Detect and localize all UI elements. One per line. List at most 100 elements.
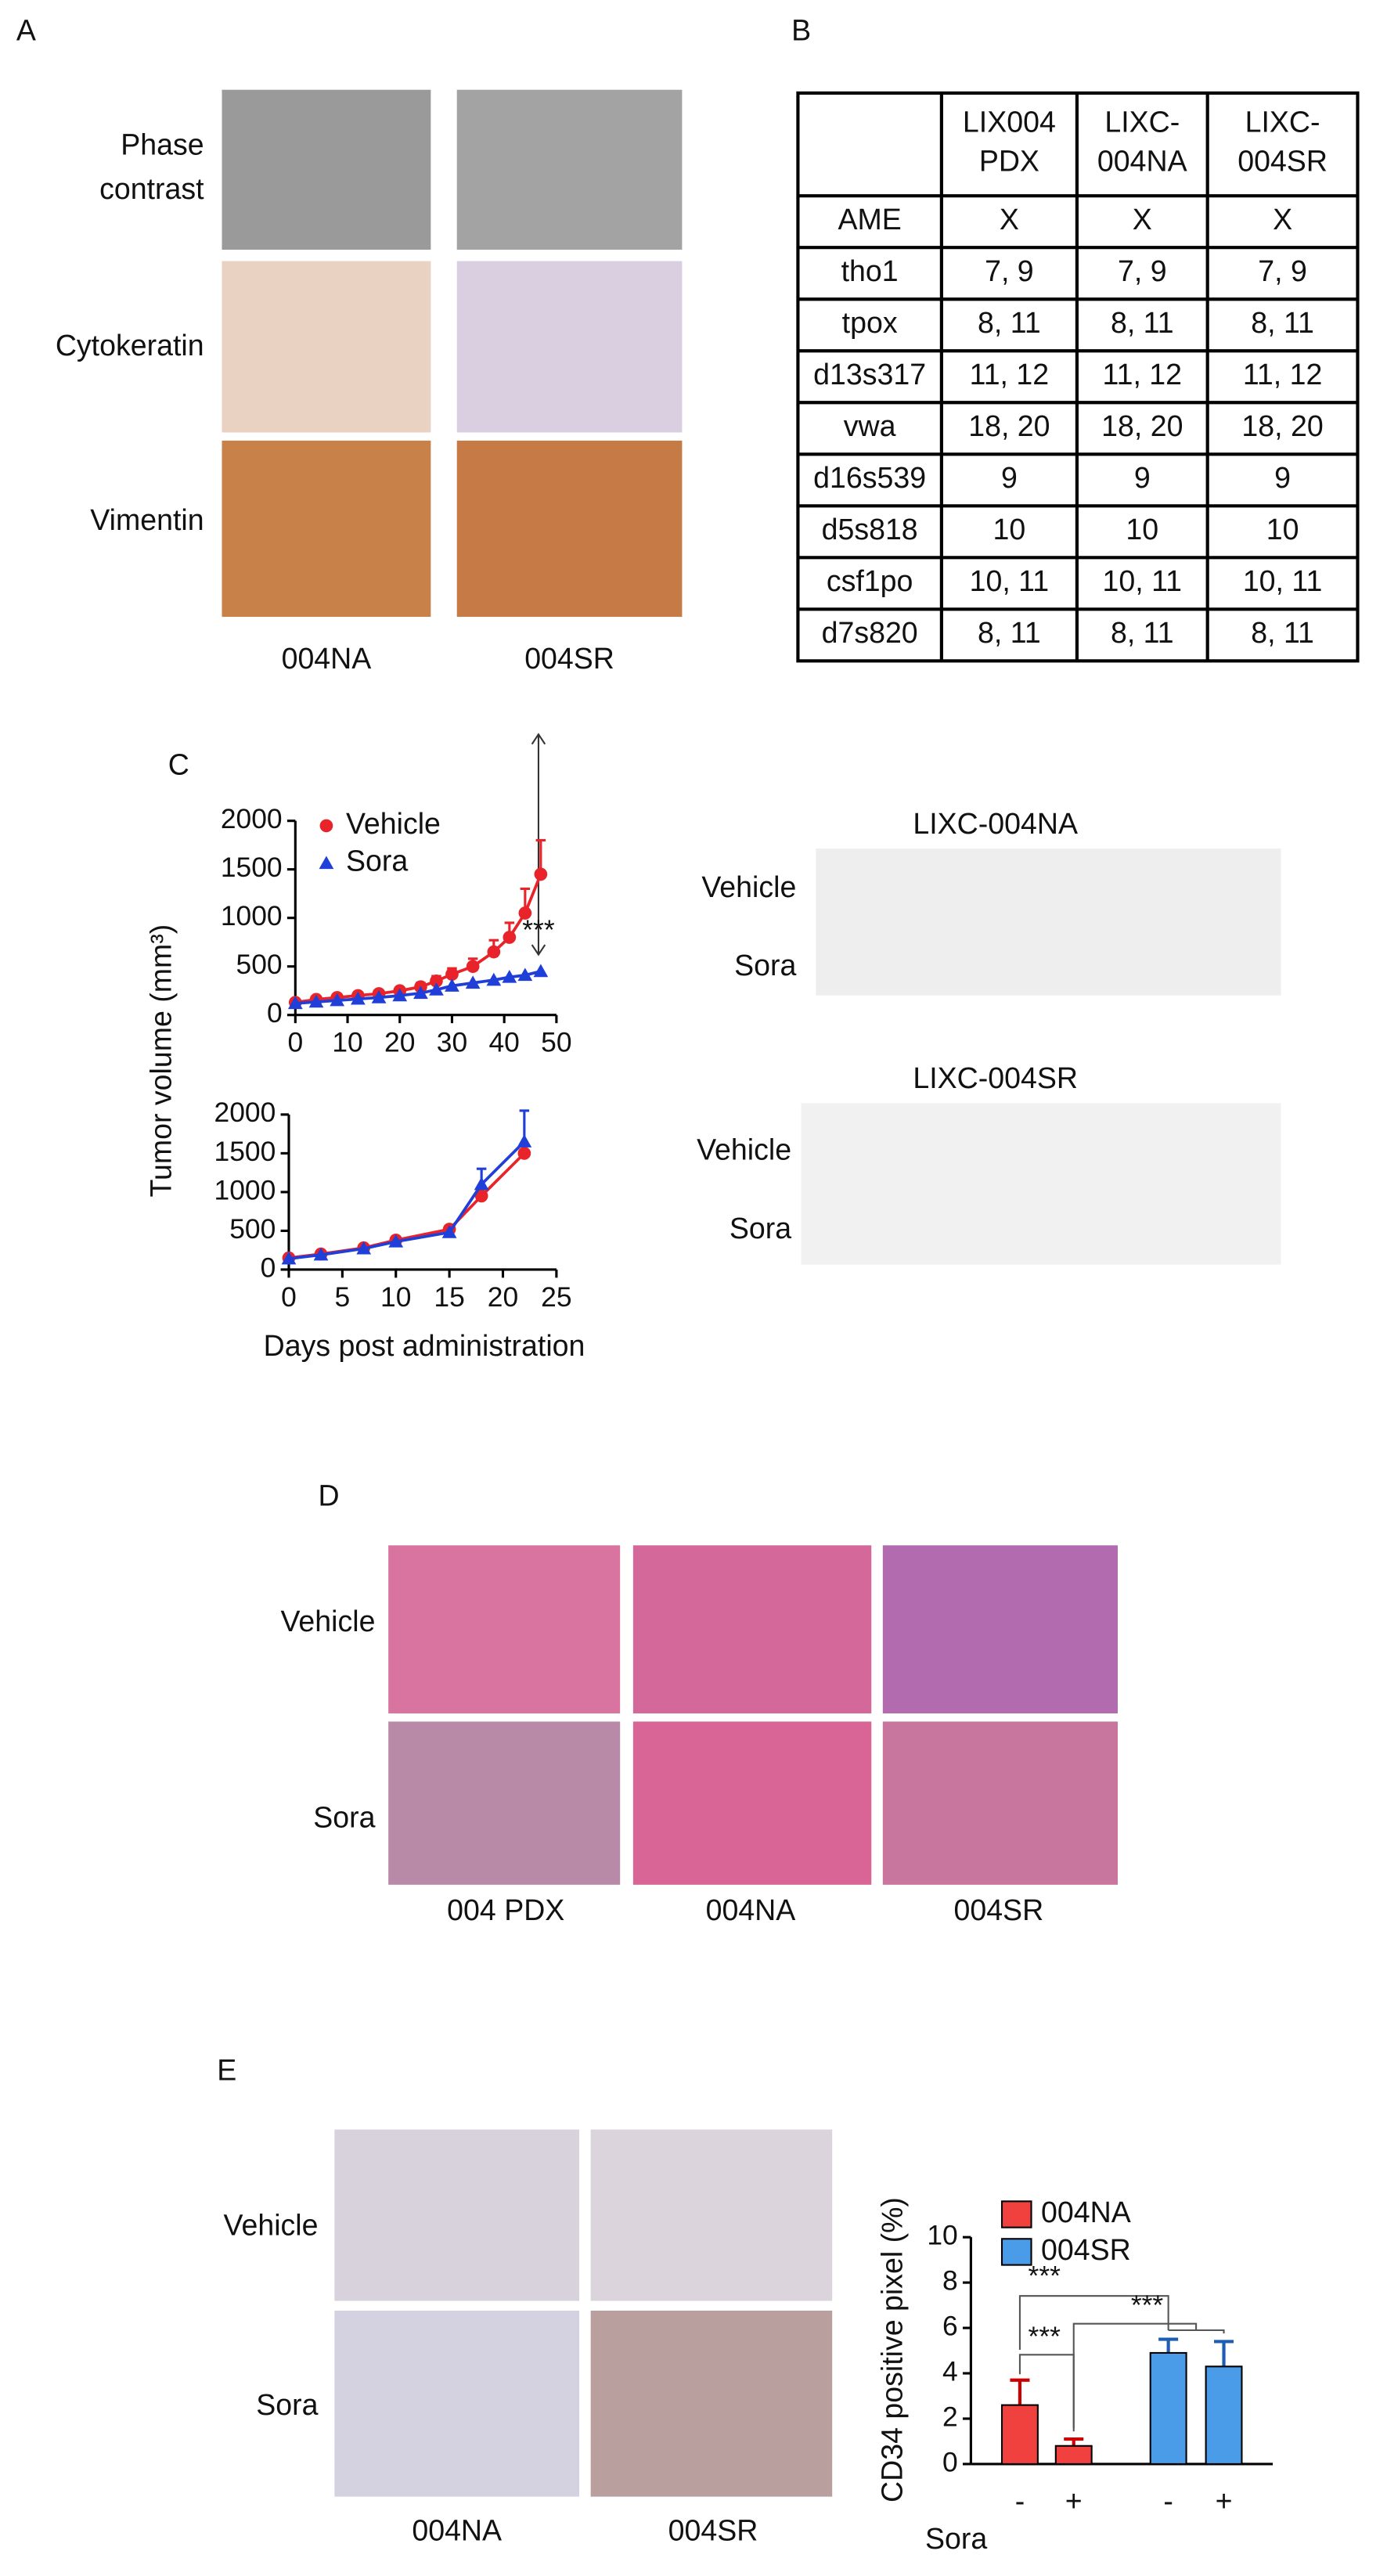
table-cell: d13s317 [813,358,926,391]
y-tick-label: 1000 [214,1174,276,1205]
table-cell: 7, 9 [1258,254,1307,287]
table-cell: 8, 11 [978,306,1041,339]
table-header: LIXC- [1104,105,1180,138]
bar [1000,2404,1039,2465]
column-label: 004SR [953,1893,1043,1926]
data-point [474,1176,489,1191]
photo [222,89,431,250]
x-tick-label: - [1015,2484,1025,2517]
column-label: 004SR [524,642,614,675]
annotation: *** [1131,2290,1164,2321]
row-label: Vehicle [280,1605,375,1637]
photo-title: LIXC-004NA [913,807,1078,840]
data-point [371,990,387,1003]
bracket [1072,2322,1225,2432]
error-bar [1158,2337,1179,2353]
data-point [313,1247,329,1261]
legend-label: Vehicle [346,807,441,840]
photo [801,1103,1281,1265]
table-cell: tpox [842,306,898,339]
table-cell: 7, 9 [985,254,1034,287]
photo [334,2310,580,2497]
y-axis-label: CD34 positive pixel (%) [875,2197,908,2502]
x-tick-label: 20 [488,1281,518,1313]
y-tick-label: 500 [236,949,283,980]
x-axis-label: Days post administration [264,1329,585,1362]
x-tick-label: 5 [335,1281,351,1313]
photo [590,2310,833,2497]
table-header: PDX [979,144,1039,177]
data-point [287,996,303,1010]
data-point [533,964,549,978]
table-cell: X [1133,203,1152,236]
significance-arrow [531,733,546,957]
y-tick-label: 1000 [221,900,283,931]
data-point [465,975,481,989]
legend-swatch [1000,2238,1032,2266]
x-tick-label: + [1065,2484,1083,2517]
x-tick-label: 0 [287,1027,303,1058]
photo [882,1721,1119,1885]
row-label: Cytokeratin [56,329,204,362]
x-tick-label: + [1216,2484,1233,2517]
legend-marker [319,856,334,870]
data-point [534,867,548,881]
x-tick-label: 25 [541,1281,571,1313]
y-tick-label: 1500 [221,852,283,883]
x-tick-label: 15 [434,1281,464,1313]
photo [632,1545,872,1713]
y-tick-label: 1500 [214,1136,276,1167]
table-header: LIX004 [963,105,1056,138]
error-bar [1064,2437,1084,2446]
bar [1149,2351,1187,2465]
table-cell: 18, 20 [968,409,1050,442]
data-point [517,1134,532,1147]
legend-label: 004SR [1041,2233,1131,2266]
data-point [429,982,444,996]
y-tick-label: 6 [942,2310,958,2341]
panel-d-photos [388,1545,1119,1885]
photo [222,440,431,618]
table-cell: 10, 11 [1243,564,1323,597]
bar [1054,2444,1093,2465]
row-label: Vimentin [90,503,204,536]
table-cell: 10 [1266,513,1299,546]
data-point [518,906,532,920]
legend-label: Sora [346,845,408,877]
table-cell: 8, 11 [1111,306,1174,339]
table-cell: 18, 20 [1241,409,1323,442]
x-tick-label: 0 [281,1281,297,1313]
x-axis-label: Sora [925,2522,987,2555]
panel-label: B [791,14,811,47]
data-point [466,960,480,974]
row-label: Sora [734,949,796,982]
data-point [308,994,324,1008]
table-cell: 7, 9 [1118,254,1167,287]
table-cell: d5s818 [822,513,918,546]
data-point [392,988,408,1002]
row-label: Vehicle [697,1133,791,1166]
data-point [445,967,459,981]
table-cell: 10, 11 [1103,564,1183,597]
y-axis-label: Tumor volume (mm³) [144,924,177,1198]
photo [456,261,683,433]
panel-a-photos [222,89,683,618]
column-label: 004SR [668,2513,758,2546]
table-cell: 18, 20 [1101,409,1183,442]
table-cell: 9 [1134,461,1151,494]
row-label: Phase [121,128,204,161]
photo [632,1721,872,1885]
series-line [288,1140,526,1260]
data-point [503,931,517,944]
table-cell: 8, 11 [1111,616,1174,649]
table-cell: d7s820 [822,616,918,649]
data-point [474,1189,488,1203]
table-cell: 11, 12 [970,358,1050,391]
photo [816,848,1281,996]
photo [456,440,683,618]
photo [456,89,683,250]
photo-title: LIXC-004SR [913,1061,1078,1094]
photo [388,1721,621,1885]
data-point [487,945,501,959]
